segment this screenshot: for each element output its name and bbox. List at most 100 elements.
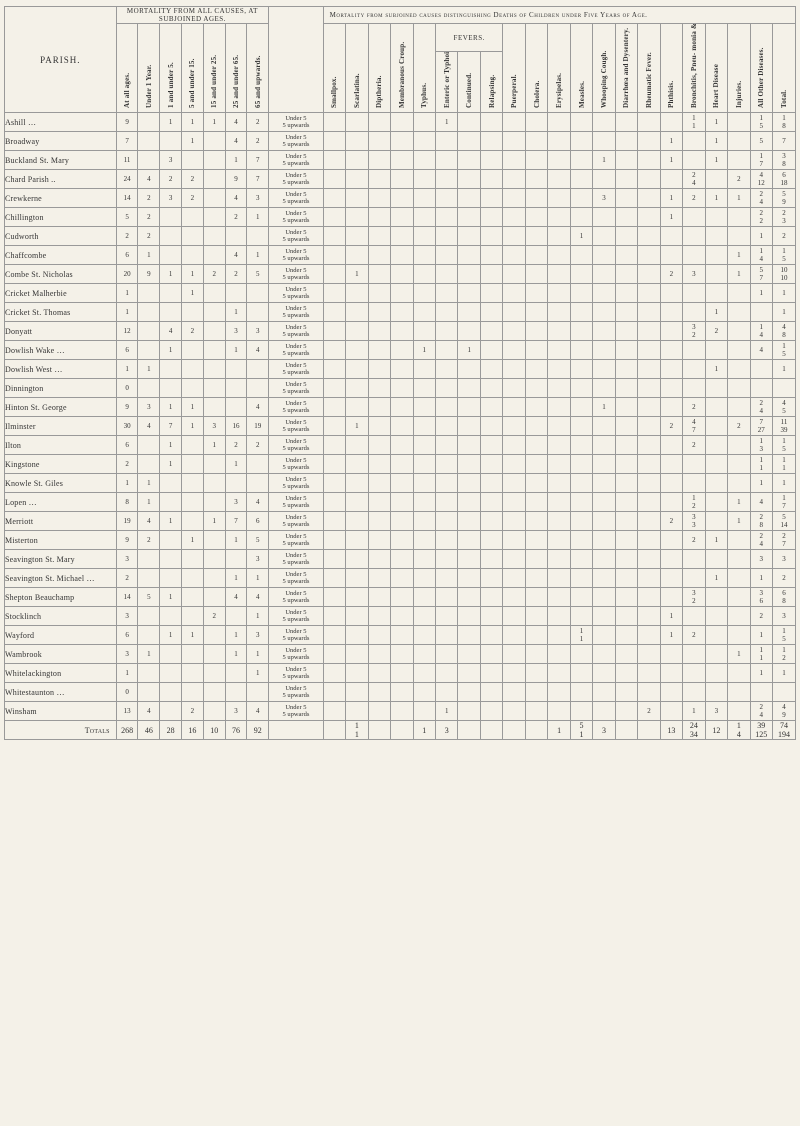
cell: 1 [705, 132, 727, 151]
cell: 2 [225, 208, 247, 227]
cell: 92 [247, 721, 269, 740]
cell [503, 436, 525, 455]
cell [323, 170, 345, 189]
cell: 4 [225, 588, 247, 607]
table-row: Lopen …8134Under 55 upwards121417 [5, 493, 796, 512]
cell [638, 417, 660, 436]
cell [203, 170, 225, 189]
cell [615, 227, 637, 246]
cell [413, 132, 435, 151]
cell [503, 702, 525, 721]
cell [247, 683, 269, 702]
cell [570, 246, 592, 265]
cell [391, 531, 413, 550]
cell [480, 379, 502, 398]
agecol-1: Under 1 Year. [138, 24, 160, 113]
cell: 1 [138, 246, 160, 265]
cell [683, 550, 705, 569]
cell [436, 493, 458, 512]
cell: 1 [773, 474, 796, 493]
parish-name: Winsham [5, 702, 117, 721]
cell [503, 303, 525, 322]
cell [182, 493, 204, 512]
cell [458, 265, 480, 284]
cell [346, 379, 368, 398]
cell [391, 645, 413, 664]
cell [413, 645, 435, 664]
cell: 2 [728, 170, 750, 189]
parish-name: Whitestaunton … [5, 683, 117, 702]
cell: 3 [116, 550, 138, 569]
cell [346, 246, 368, 265]
cell [203, 588, 225, 607]
cell [615, 113, 637, 132]
cell [638, 721, 660, 740]
cell [436, 284, 458, 303]
cell [683, 455, 705, 474]
cell [503, 341, 525, 360]
cell: 1 [247, 208, 269, 227]
cell: 6 [116, 246, 138, 265]
cell [413, 208, 435, 227]
cell [548, 151, 570, 170]
cell: 1 [705, 569, 727, 588]
age-band: Under 55 upwards [269, 246, 323, 265]
cell: 1 [660, 208, 682, 227]
cell [413, 512, 435, 531]
age-band: Under 55 upwards [269, 683, 323, 702]
cell [638, 341, 660, 360]
cell: 1 [160, 113, 182, 132]
cell [728, 607, 750, 626]
cell [773, 379, 796, 398]
cell: 4 [138, 702, 160, 721]
cell [638, 360, 660, 379]
cell [503, 512, 525, 531]
cell [525, 721, 547, 740]
cell [705, 265, 727, 284]
cell [323, 550, 345, 569]
cell: 2 [773, 227, 796, 246]
cell [728, 588, 750, 607]
cell [436, 664, 458, 683]
cell [548, 246, 570, 265]
cell [203, 189, 225, 208]
cell [705, 208, 727, 227]
cell [660, 493, 682, 512]
cell [525, 645, 547, 664]
cell [368, 721, 390, 740]
cell [458, 455, 480, 474]
cell [138, 341, 160, 360]
cell: 7 [247, 170, 269, 189]
cell: 51 [570, 721, 592, 740]
cell [638, 645, 660, 664]
cell [368, 151, 390, 170]
cell: 11 [773, 455, 796, 474]
cell: 2 [203, 607, 225, 626]
cell [570, 189, 592, 208]
age-band: Under 55 upwards [269, 227, 323, 246]
cell [503, 531, 525, 550]
age-band: Under 55 upwards [269, 265, 323, 284]
cell [138, 151, 160, 170]
cell: 1 [750, 474, 772, 493]
cell [683, 607, 705, 626]
cell [323, 588, 345, 607]
cell [160, 227, 182, 246]
parish-name: Misterton [5, 531, 117, 550]
cell [525, 512, 547, 531]
cell [436, 607, 458, 626]
cell [182, 512, 204, 531]
cell [750, 379, 772, 398]
table-row: Seavington St. Mary33Under 55 upwards33 [5, 550, 796, 569]
cell [203, 322, 225, 341]
cell: 1 [660, 132, 682, 151]
cell [391, 474, 413, 493]
cell [368, 113, 390, 132]
cell [160, 246, 182, 265]
cell [368, 550, 390, 569]
cell [525, 151, 547, 170]
cell: 2 [182, 702, 204, 721]
cell: 5 [138, 588, 160, 607]
cell [548, 474, 570, 493]
cell [660, 360, 682, 379]
